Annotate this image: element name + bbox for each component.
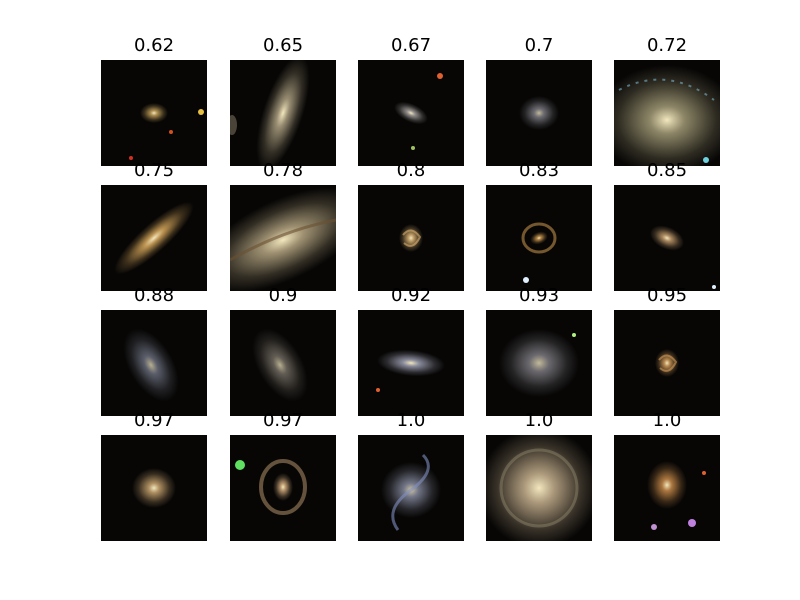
panel-score-label: 0.8 [396, 160, 426, 181]
panel-score-label: 0.88 [133, 285, 175, 306]
panel-score-label: 1.0 [396, 410, 426, 431]
galaxy-panel: 1.0 [358, 410, 464, 541]
galaxy-panel: 0.78 [230, 160, 336, 291]
galaxy-panel: 0.93 [486, 285, 592, 416]
galaxy-panel: 0.97 [101, 410, 207, 541]
panel-score-label: 1.0 [524, 410, 554, 431]
panel-score-label: 0.9 [268, 285, 298, 306]
galaxy-panel: 0.7 [486, 35, 592, 166]
galaxy-panel: 0.92 [358, 285, 464, 416]
panel-score-label: 0.85 [646, 160, 688, 181]
galaxy-thumbnail-image [230, 435, 336, 541]
galaxy-thumbnail-image [101, 435, 207, 541]
galaxy-thumbnail-image [101, 60, 207, 166]
panel-score-label: 0.78 [262, 160, 304, 181]
galaxy-thumbnail-image [101, 185, 207, 291]
galaxy-thumbnail-image [101, 310, 207, 416]
galaxy-panel: 0.97 [230, 410, 336, 541]
panel-score-label: 0.7 [524, 35, 554, 56]
galaxy-panel: 0.75 [101, 160, 207, 291]
panel-score-label: 0.97 [133, 410, 175, 431]
galaxy-panel: 0.62 [101, 35, 207, 166]
panel-score-label: 0.62 [133, 35, 175, 56]
galaxy-thumbnail-image [486, 435, 592, 541]
galaxy-panel: 0.67 [358, 35, 464, 166]
galaxy-thumbnail-image [230, 185, 336, 291]
galaxy-panel: 0.72 [614, 35, 720, 166]
galaxy-panel: 0.83 [486, 160, 592, 291]
panel-score-label: 0.83 [518, 160, 560, 181]
galaxy-thumbnail-image [358, 185, 464, 291]
panel-score-label: 0.97 [262, 410, 304, 431]
galaxy-thumbnail-image [358, 310, 464, 416]
panel-score-label: 0.75 [133, 160, 175, 181]
panel-score-label: 1.0 [652, 410, 682, 431]
galaxy-thumbnail-image [230, 60, 336, 166]
galaxy-thumbnail-image [358, 435, 464, 541]
galaxy-thumbnail-image [358, 60, 464, 166]
galaxy-thumbnail-image [614, 60, 720, 166]
panel-score-label: 0.92 [390, 285, 432, 306]
galaxy-panel: 1.0 [486, 410, 592, 541]
galaxy-thumbnail-image [486, 310, 592, 416]
galaxy-thumbnail-image [614, 435, 720, 541]
galaxy-panel: 1.0 [614, 410, 720, 541]
galaxy-thumbnail-image [486, 185, 592, 291]
galaxy-thumbnail-image [614, 310, 720, 416]
galaxy-thumbnail-image [486, 60, 592, 166]
panel-score-label: 0.72 [646, 35, 688, 56]
galaxy-panel: 0.65 [230, 35, 336, 166]
galaxy-panel: 0.8 [358, 160, 464, 291]
galaxy-panel: 0.9 [230, 285, 336, 416]
galaxy-thumbnail-image [614, 185, 720, 291]
panel-score-label: 0.65 [262, 35, 304, 56]
galaxy-panel: 0.95 [614, 285, 720, 416]
galaxy-panel: 0.88 [101, 285, 207, 416]
panel-score-label: 0.93 [518, 285, 560, 306]
galaxy-thumbnail-image [230, 310, 336, 416]
panel-score-label: 0.67 [390, 35, 432, 56]
panel-score-label: 0.95 [646, 285, 688, 306]
galaxy-panel: 0.85 [614, 160, 720, 291]
